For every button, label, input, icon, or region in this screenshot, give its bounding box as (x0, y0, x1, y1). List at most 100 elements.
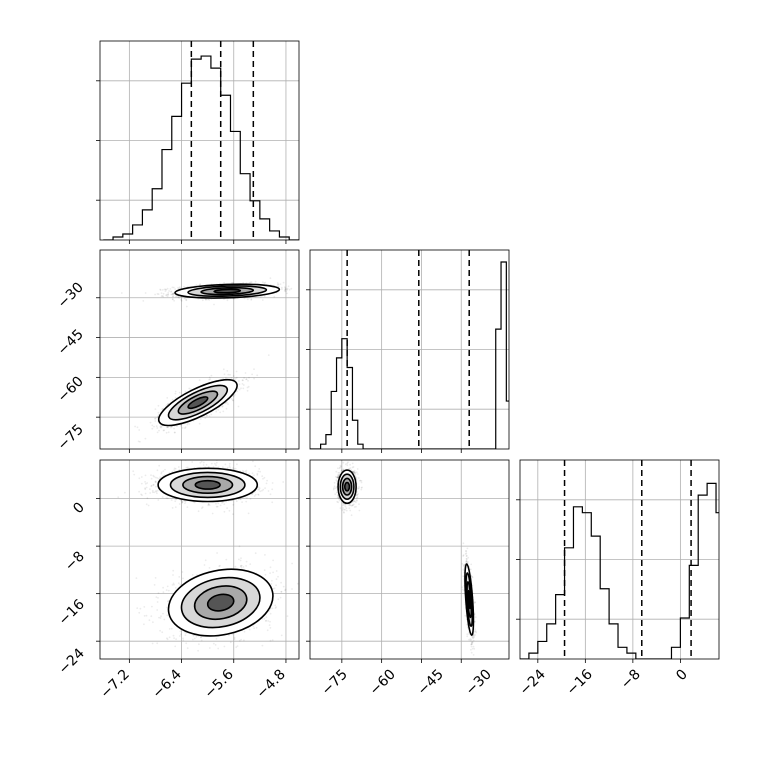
scatter-p0-p1-point (222, 410, 225, 413)
scatter-p0-p2-point (197, 510, 200, 513)
scatter-p0-p1-point (209, 378, 212, 380)
scatter-p0-p1-point (173, 427, 176, 430)
scatter-p0-p1-point (163, 288, 166, 291)
scatter-p0-p1-point (250, 298, 253, 300)
scatter-p0-p1-point (245, 378, 248, 381)
scatter-p0-p2-point (232, 513, 234, 516)
scatter-p0-p1-point (154, 408, 157, 410)
scatter-p0-p1-point (161, 295, 164, 297)
scatter-p0-p2-point (158, 477, 160, 480)
scatter-p0-p2-point (219, 504, 222, 507)
scatter-p0-p1-point (175, 295, 177, 298)
scatter-p0-p1-point (219, 411, 222, 414)
scatter-p0-p2-point (215, 464, 217, 467)
scatter-p0-p2-point (149, 488, 151, 490)
scatter-p0-p2-point (215, 502, 217, 505)
scatter-p0-p2-point (233, 468, 236, 470)
scatter-p0-p2-point (146, 482, 149, 484)
scatter-p0-p1-point (286, 288, 289, 291)
scatter-p0-p2-point (178, 503, 181, 505)
scatter-p0-p2-point (222, 501, 224, 503)
scatter-p0-p2-point (173, 467, 176, 470)
scatter-p0-p2-point (171, 470, 174, 473)
scatter-p0-p2-point (167, 600, 169, 603)
scatter-p0-p2-point (200, 639, 203, 642)
scatter-p0-p2-point (258, 468, 261, 470)
scatter-p0-p2-point (144, 474, 147, 477)
scatter-p0-p2-point (269, 627, 272, 629)
scatter-p0-p2-point (258, 487, 261, 490)
scatter-p0-p2-point (138, 477, 141, 480)
scatter-p0-p2-point (267, 490, 270, 492)
scatter-p0-p2-point (254, 493, 257, 496)
scatter-p0-p1-point (242, 384, 245, 386)
y-tick-label-p1-0: −30 (55, 280, 87, 312)
hist-p0-quantiles (190, 41, 255, 240)
scatter-p0-p2-point (184, 634, 187, 636)
scatter-p0-p2-point (150, 477, 153, 480)
scatter-p0-p2-point (200, 460, 203, 463)
scatter-p0-p1-point (166, 287, 169, 290)
scatter-p0-p2-point (200, 636, 202, 639)
scatter-p0-p2-point (152, 621, 154, 624)
scatter-p0-p1-point (183, 297, 186, 300)
scatter-p0-p2-point (159, 617, 162, 619)
scatter-p0-p1-point (248, 376, 250, 379)
scatter-p0-p2-point (208, 504, 211, 507)
scatter-p0-p2-point (277, 575, 279, 578)
scatter-p0-p1-point (166, 397, 169, 399)
scatter-p0-p2-point (164, 468, 166, 471)
scatter-p0-p2-point (145, 503, 148, 506)
scatter-p0-p1-point (171, 286, 174, 289)
scatter-p0-p1-point (155, 425, 158, 428)
scatter-p0-p1-point (246, 386, 249, 389)
scatter-p0-p1-point (174, 392, 177, 395)
scatter-p0-p2-point (171, 507, 174, 509)
panel-hist-p0 (96, 40, 300, 244)
scatter-p0-p1-point (215, 410, 218, 413)
scatter-p0-p2-point (159, 476, 162, 479)
scatter-p0-p2-point (217, 466, 220, 469)
scatter-p0-p1-point (160, 425, 163, 428)
scatter-p0-p2-point (263, 569, 266, 572)
scatter-p0-p1-point (287, 285, 290, 288)
scatter-p0-p1-point (201, 299, 204, 302)
scatter-p0-p2-point (243, 630, 246, 633)
scatter-p0-p2-point (286, 615, 289, 617)
scatter-p0-p2-point (253, 495, 256, 497)
scatter-p0-p2-point (166, 497, 169, 500)
scatter-p0-p2-point (210, 462, 213, 465)
scatter-p0-p1-point (184, 390, 187, 393)
scatter-p0-p2-point (154, 476, 157, 479)
scatter-p0-p2-point (238, 545, 241, 548)
scatter-p0-p1-point (177, 295, 180, 298)
scatter-p0-p2-point (181, 501, 184, 503)
scatter-p0-p1-point (279, 283, 282, 285)
scatter-p0-p2-point (132, 470, 135, 473)
scatter-p0-p1-point (157, 411, 160, 414)
scatter-p0-p1-point (231, 281, 234, 284)
scatter-p0-p2-point (185, 466, 188, 469)
scatter-p0-p1-point (236, 390, 239, 393)
scatter-p0-p2-point (166, 638, 169, 641)
scatter-p0-p1-point (157, 293, 160, 295)
scatter-p0-p2-point (151, 491, 154, 494)
scatter-p0-p2-point (256, 472, 259, 475)
scatter-p0-p1-point (245, 378, 248, 381)
scatter-p0-p1-point (172, 292, 174, 295)
scatter-p0-p1-point (277, 285, 280, 288)
scatter-p0-p2-point (237, 498, 240, 501)
scatter-p0-p2-point (138, 611, 141, 614)
scatter-p0-p2-point (261, 644, 264, 647)
scatter-p0-p1-point (177, 296, 180, 298)
hist-p0-steps (103, 55, 299, 240)
scatter-p0-p2-point (167, 589, 170, 592)
scatter-p0-p2-point (240, 638, 243, 641)
scatter-p0-p2-point (135, 577, 138, 579)
scatter-p0-p2-point (235, 646, 238, 649)
scatter-p0-p2-point (155, 485, 157, 488)
scatter-p0-p2-point (149, 492, 152, 494)
scatter-p0-p2-point (174, 467, 177, 470)
scatter-p0-p1-point (284, 287, 287, 290)
scatter-p0-p1-point (161, 289, 164, 291)
